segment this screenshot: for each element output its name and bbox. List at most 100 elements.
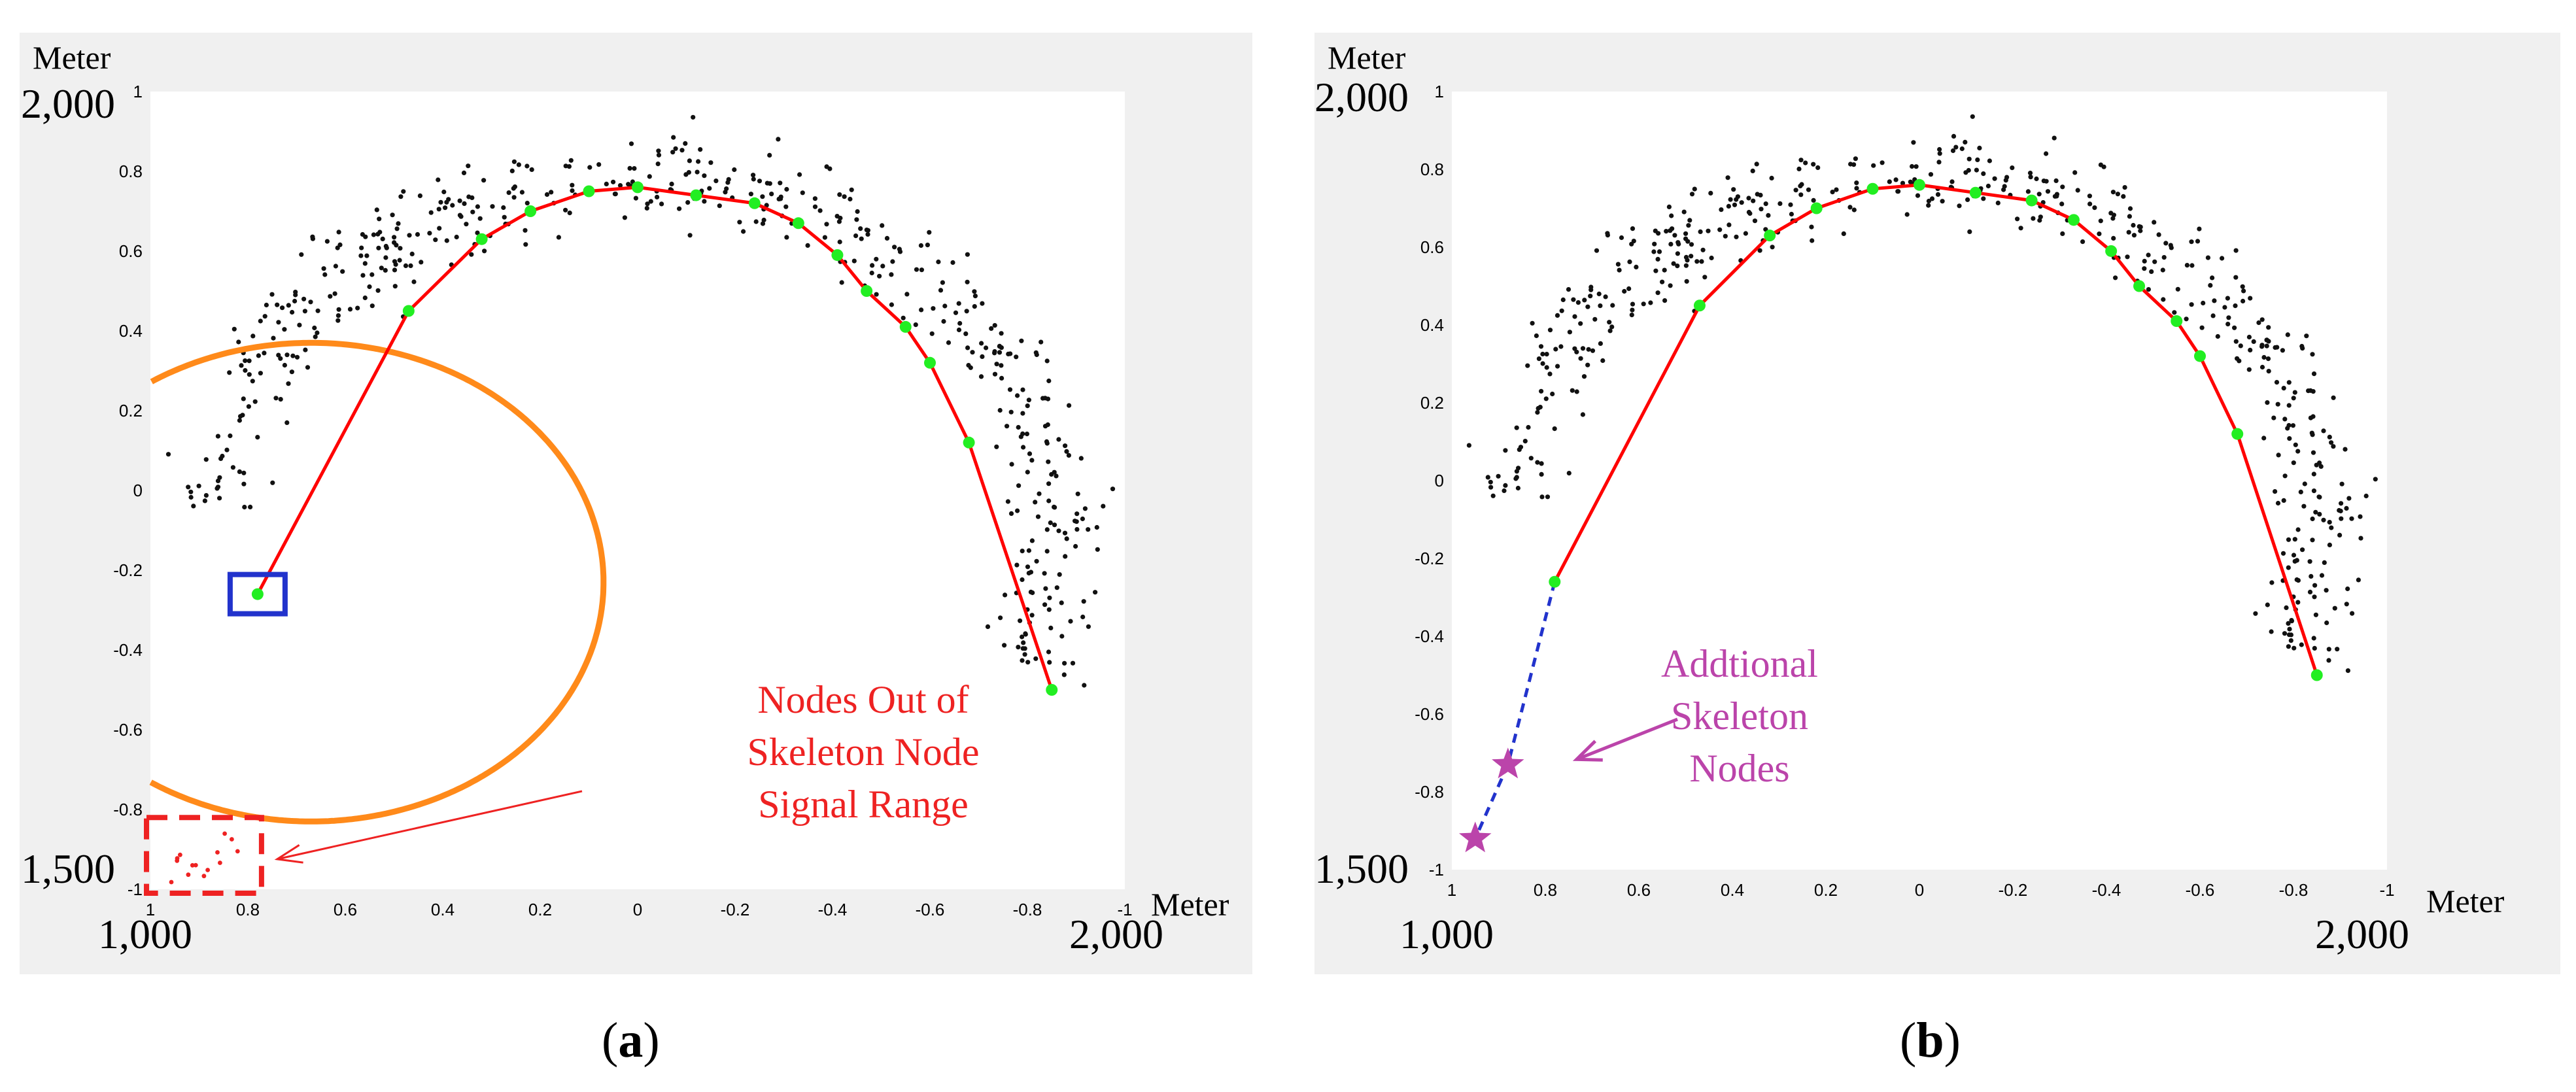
data-point (1534, 333, 1539, 339)
data-point (1914, 164, 1919, 169)
y-tick-label: 0.8 (1420, 160, 1444, 179)
data-point (2259, 344, 2265, 349)
data-point (1966, 156, 1972, 162)
data-point (1019, 338, 1024, 343)
data-point (1018, 434, 1023, 439)
data-point (1514, 425, 1519, 430)
data-point (1566, 471, 1571, 476)
data-point (980, 301, 985, 306)
data-point (2280, 348, 2285, 353)
data-point (1009, 462, 1014, 467)
data-point (596, 162, 602, 167)
data-point (258, 371, 263, 376)
data-point (1926, 198, 1931, 204)
data-point (2025, 189, 2031, 194)
data-point (289, 369, 294, 375)
data-point (188, 494, 194, 500)
data-point (1655, 290, 1660, 296)
data-point (269, 292, 275, 297)
data-point (776, 137, 781, 142)
data-point (2156, 232, 2161, 237)
data-point (1796, 166, 1802, 171)
data-point (1769, 175, 1774, 180)
data-point (2131, 233, 2137, 238)
x-tick-label: 0 (633, 900, 642, 919)
y-tick-label: 0 (1435, 471, 1444, 490)
data-point (1062, 530, 1068, 536)
y-tick-label: -0.6 (113, 720, 143, 740)
x-tick-label: 0.8 (1534, 880, 1557, 900)
data-point (470, 209, 475, 214)
data-point (511, 195, 517, 200)
data-point (509, 168, 515, 173)
data-point (1676, 241, 1681, 247)
data-point (1935, 192, 1941, 197)
skeleton-nodes (1549, 179, 2323, 681)
data-point (2233, 275, 2239, 280)
data-point (999, 363, 1004, 368)
data-point (2265, 356, 2271, 362)
data-point (523, 242, 528, 247)
data-point (2312, 583, 2318, 588)
data-point (238, 414, 243, 419)
data-point (1675, 264, 1680, 269)
y-tick-label: -0.8 (1415, 782, 1444, 802)
data-point (855, 209, 860, 214)
data-point (241, 396, 246, 401)
data-point (255, 435, 260, 440)
data-point (270, 480, 275, 485)
data-point (1042, 602, 1048, 607)
additional-node-star (1459, 821, 1492, 853)
data-point (1671, 261, 1676, 266)
caption-b: (b) (1900, 1013, 1961, 1068)
data-point (1757, 248, 1762, 253)
data-point (1585, 304, 1590, 309)
skeleton-node (2194, 350, 2206, 362)
data-point (248, 504, 253, 510)
data-point (444, 199, 449, 205)
data-point (1057, 572, 1062, 577)
data-point (286, 303, 291, 308)
data-point (965, 279, 970, 284)
data-point (2288, 638, 2293, 643)
data-point (929, 331, 935, 336)
data-point (2266, 325, 2271, 330)
y-unit-label: Meter (33, 39, 111, 76)
data-point (1074, 511, 1080, 517)
data-point (2142, 258, 2147, 264)
data-point (1570, 388, 1575, 393)
data-point (1550, 391, 1555, 397)
data-point (568, 158, 574, 163)
data-point (1536, 356, 1541, 362)
data-point (1059, 600, 1064, 606)
data-point (1062, 660, 1067, 666)
data-point (292, 298, 298, 304)
data-point (1590, 348, 1596, 353)
data-point (2308, 388, 2313, 393)
data-point (957, 320, 963, 326)
data-point (965, 252, 970, 257)
data-point (282, 362, 287, 368)
signal-range-circle (149, 339, 607, 825)
data-point (1006, 351, 1011, 356)
data-point (276, 320, 281, 325)
chart-a: 1 0.8 0.6 0.4 0.2 0 -0.2 -0.4 -0.6 -0.8 -110.80.60… (21, 39, 1229, 957)
data-point (312, 325, 317, 331)
data-point (1981, 196, 1986, 201)
data-point (1081, 599, 1086, 604)
data-point (1698, 229, 1703, 234)
data-point (217, 496, 222, 501)
data-point (2127, 214, 2132, 219)
data-point (1992, 176, 1997, 181)
data-point (992, 323, 997, 328)
data-point (1016, 483, 1022, 488)
data-point (2265, 602, 2270, 607)
data-point (2142, 266, 2147, 271)
data-point (383, 255, 388, 260)
data-point (1841, 231, 1846, 236)
y-tick-label: -0.2 (113, 560, 143, 580)
data-point (384, 245, 389, 250)
data-point (1052, 505, 1057, 510)
data-point (2238, 343, 2243, 349)
data-point (1578, 321, 1583, 326)
